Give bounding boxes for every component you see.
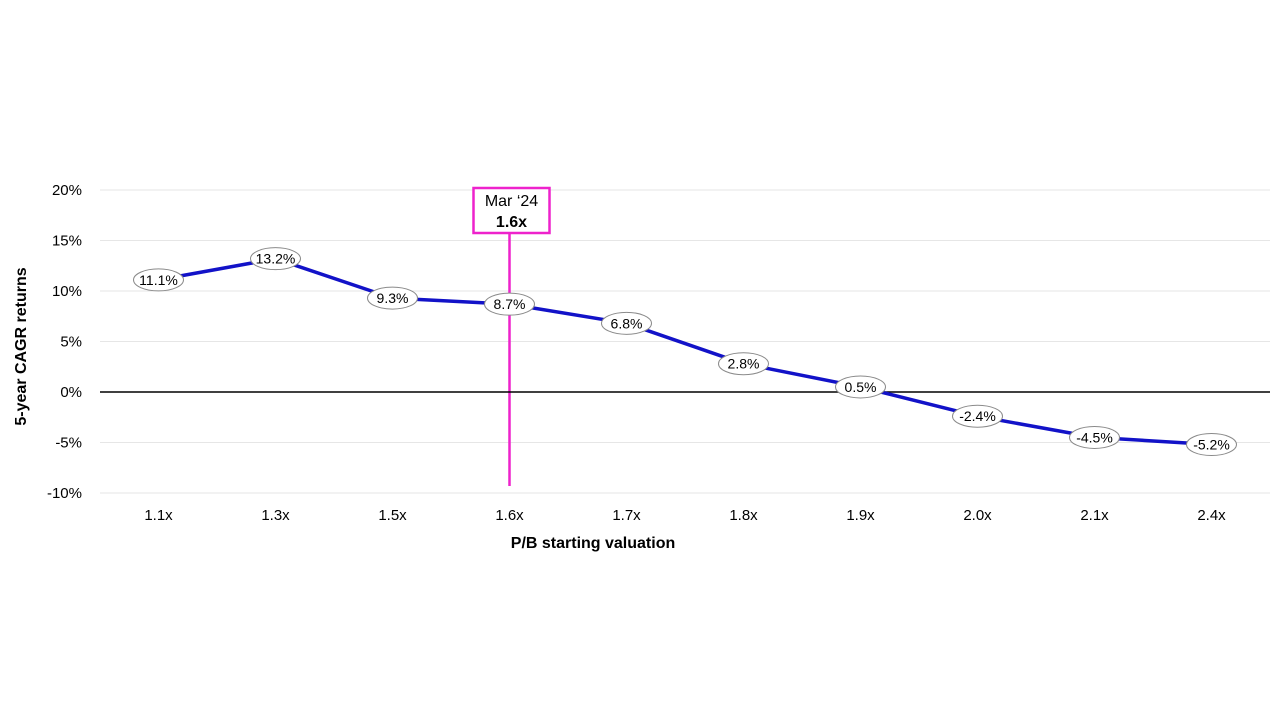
data-label-text: 13.2%: [256, 251, 296, 267]
data-label: 2.8%: [718, 352, 769, 376]
annotation-box: [472, 186, 551, 235]
y-axis-title: 5-year CAGR returns: [13, 267, 30, 425]
data-label-bubble: [601, 311, 652, 335]
data-label-text: 8.7%: [494, 296, 526, 312]
data-label-text: -5.2%: [1193, 437, 1230, 453]
data-label-text: -4.5%: [1076, 429, 1113, 445]
annotation: Mar ‘24 1.6x: [472, 186, 551, 486]
annotation-value: 1.6x: [496, 214, 527, 231]
data-label-bubble: [952, 404, 1003, 428]
x-axis-ticks: 1.1x 1.3x 1.5x 1.6x 1.7x 1.8x 1.9x 2.0x 2.1x 2.4x: [144, 507, 1226, 524]
series-line: [158, 256, 1212, 447]
x-tick-label: 2.1x: [1080, 507, 1109, 524]
y-tick-label: 15%: [52, 233, 82, 250]
gridlines: [100, 189, 1270, 494]
data-label: 9.3%: [367, 286, 418, 310]
y-tick-label: 5%: [60, 334, 82, 351]
data-label: -5.2%: [1186, 433, 1237, 457]
x-tick-label: 2.0x: [963, 507, 992, 524]
data-label-bubble: [835, 375, 886, 399]
y-tick-label: -10%: [47, 485, 82, 502]
data-label-text: -2.4%: [959, 408, 996, 424]
data-label-text: 6.8%: [611, 315, 643, 331]
x-axis-title: P/B starting valuation: [511, 535, 675, 552]
x-tick-label: 1.5x: [378, 507, 407, 524]
x-tick-label: 1.7x: [612, 507, 641, 524]
data-label: 0.5%: [835, 375, 886, 399]
data-label-text: 11.1%: [139, 272, 178, 288]
annotation-date: Mar ‘24: [485, 193, 538, 210]
data-label: -2.4%: [952, 404, 1003, 428]
data-label-bubble: [1186, 433, 1237, 457]
data-label-bubble: [133, 268, 184, 292]
y-tick-label: 0%: [60, 384, 82, 401]
data-label-text: 2.8%: [728, 356, 760, 372]
data-label: -4.5%: [1069, 425, 1120, 449]
y-tick-label: 20%: [52, 182, 82, 199]
data-label-bubble: [718, 352, 769, 376]
data-label: 8.7%: [484, 292, 535, 316]
data-label: 6.8%: [601, 311, 652, 335]
x-tick-label: 1.1x: [144, 507, 173, 524]
x-tick-label: 2.4x: [1197, 507, 1226, 524]
x-tick-label: 1.8x: [729, 507, 758, 524]
x-tick-label: 1.3x: [261, 507, 290, 524]
data-label: 11.1%: [133, 268, 184, 292]
y-tick-label: 10%: [52, 283, 82, 300]
data-label: 13.2%: [250, 247, 301, 271]
data-label-text: 0.5%: [845, 379, 877, 395]
x-tick-label: 1.6x: [495, 507, 524, 524]
y-tick-label: -5%: [55, 435, 82, 452]
data-label-bubble: [250, 247, 301, 271]
data-labels: 11.1% 13.2% 9.3% 8.7% 6.8% 2.8% 0.5% -2.4% -4.5%…: [133, 247, 1237, 457]
data-label-bubble: [1069, 425, 1120, 449]
data-label-bubble: [484, 292, 535, 316]
y-axis-ticks: 20% 15% 10% 5% 0% -5% -10%: [47, 182, 82, 502]
x-tick-label: 1.9x: [846, 507, 875, 524]
data-label-bubble: [367, 286, 418, 310]
data-label-text: 9.3%: [377, 290, 409, 306]
